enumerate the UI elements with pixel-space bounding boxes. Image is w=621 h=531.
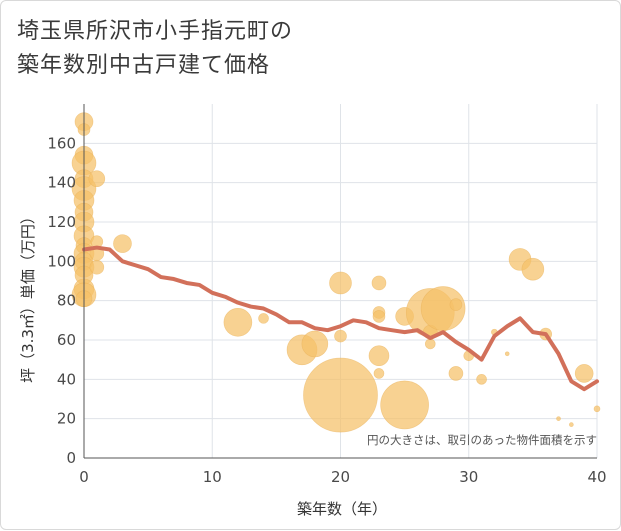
y-tick-label: 0 [66, 449, 76, 467]
bubble-point [380, 380, 429, 430]
bubble-point [89, 259, 105, 275]
bubble-point [449, 298, 463, 311]
x-tick-label: 20 [331, 468, 350, 486]
bubble-point [448, 366, 464, 381]
bubble-point [574, 364, 594, 383]
y-tick-label: 60 [57, 331, 76, 349]
y-tick-label: 80 [57, 292, 76, 310]
y-tick-label: 40 [57, 370, 76, 388]
bubble-point [521, 257, 545, 281]
x-tick-label: 0 [79, 468, 89, 486]
y-tick-label: 140 [47, 174, 76, 192]
y-tick-label: 20 [57, 410, 76, 428]
bubble-point [303, 357, 378, 433]
bubble-point [556, 416, 561, 421]
y-tick-label: 120 [47, 213, 76, 231]
bubble-point [368, 345, 390, 367]
bubble-point [258, 313, 269, 324]
bubble-point [88, 170, 106, 188]
bubble-point [334, 329, 347, 343]
y-axis-label: 坪（3.3㎡）単価（万円） [19, 209, 37, 383]
chart-title-line-2: 築年数別中古戸建て価格 [17, 53, 271, 78]
bubble-point [372, 310, 386, 323]
chart-title: 埼玉県所沢市小手指元町の 築年数別中古戸建て価格 [17, 15, 537, 83]
chart-title-line-1: 埼玉県所沢市小手指元町の [17, 19, 294, 44]
bubble-point [329, 271, 352, 295]
bubble-point [223, 307, 253, 337]
bubble-point [569, 422, 574, 427]
trend-line [82, 245, 599, 392]
y-tick-label: 160 [47, 134, 76, 152]
x-tick-label: 10 [203, 468, 222, 486]
y-tick-label: 100 [47, 252, 76, 270]
x-tick-label: 40 [587, 468, 606, 486]
x-tick-label: 30 [459, 468, 478, 486]
trend-line-group [82, 245, 599, 392]
bubble-point [373, 368, 385, 379]
bubble-point [113, 234, 132, 253]
bubble-point [476, 374, 487, 385]
bubble-point [504, 351, 510, 357]
x-axis-label: 築年数（年） [297, 500, 387, 518]
bubble-point [371, 275, 387, 291]
size-note: 円の大きさは、取引のあった物件面積を示す [367, 433, 597, 447]
bubble-point [424, 338, 436, 350]
axes: 0 10 20 30 40 0 20 40 60 80 100 120 140 160 [47, 104, 607, 486]
bubble-point [593, 405, 601, 413]
bubble-point [301, 330, 329, 358]
